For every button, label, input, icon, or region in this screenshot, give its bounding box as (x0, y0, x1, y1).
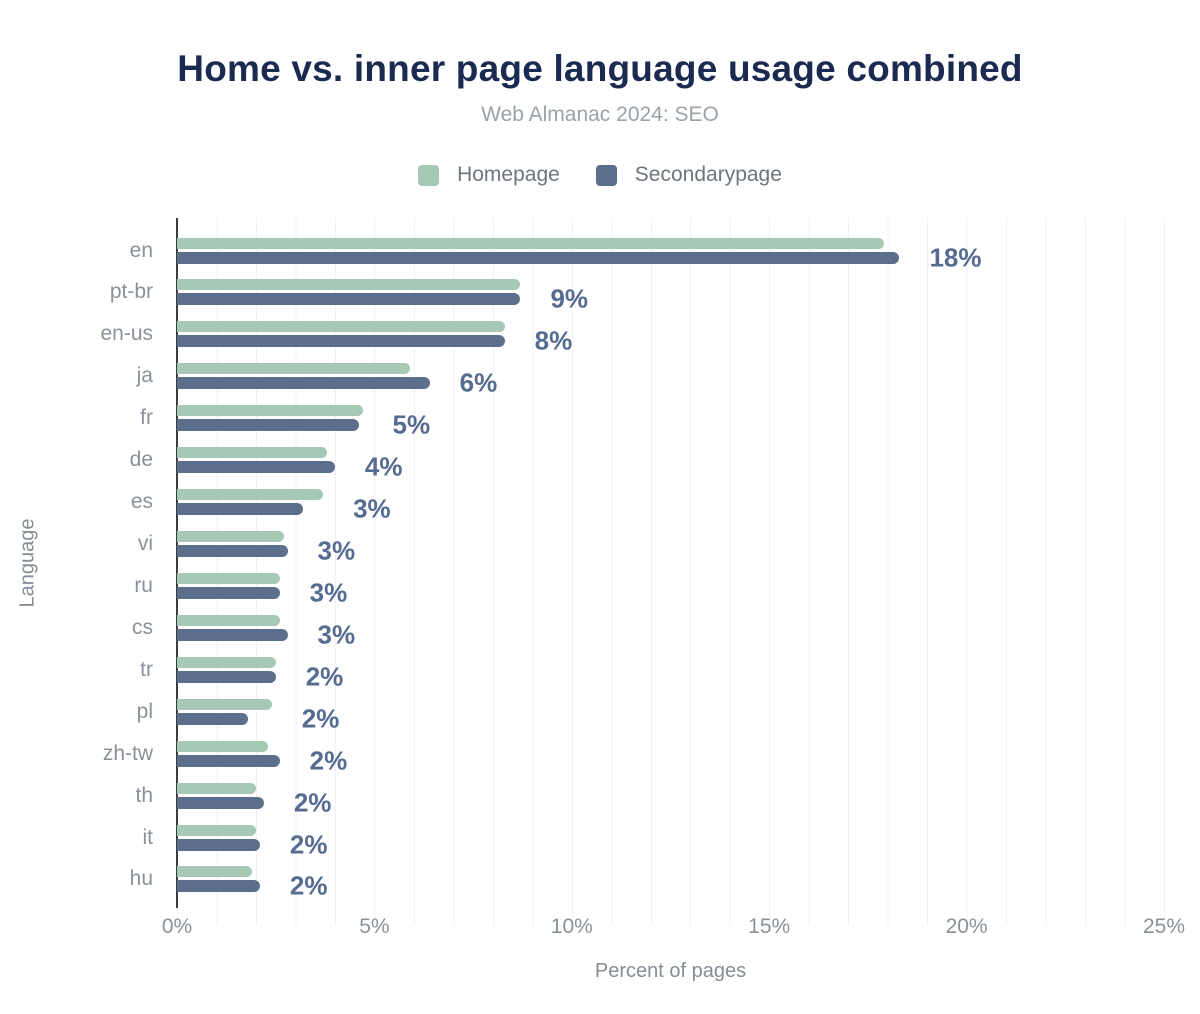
value-label-es: 3% (353, 493, 391, 524)
x-tick-10: 10% (550, 915, 593, 938)
bar-secondarypage-fr[interactable] (177, 419, 359, 432)
bar-homepage-cs[interactable] (177, 614, 280, 626)
value-label-fr: 5% (392, 409, 431, 440)
bar-homepage-es[interactable] (177, 489, 324, 501)
bar-secondarypage-en-us[interactable] (177, 335, 505, 348)
value-label-it: 2% (289, 829, 328, 860)
bar-secondarypage-th[interactable] (177, 796, 264, 809)
bar-homepage-en[interactable] (177, 237, 884, 249)
y-label-en: en (129, 238, 153, 262)
value-label-en: 18% (929, 242, 982, 272)
bar-secondarypage-pt-br[interactable] (177, 293, 521, 306)
y-label-pl: pl (136, 699, 153, 723)
y-label-pt-br: pt-br (109, 280, 153, 304)
value-label-pt-br: 9% (550, 283, 589, 314)
bar-homepage-pl[interactable] (177, 698, 272, 710)
legend-label-secondarypage: Secondarypage (634, 163, 782, 186)
value-label-hu: 2% (289, 870, 328, 901)
value-label-ja: 6% (459, 367, 498, 398)
value-label-cs: 3% (317, 619, 356, 650)
bar-homepage-zh-tw[interactable] (177, 740, 268, 752)
y-axis-labels: en pt-br en-us ja fr de es vi ru cs tr pl zh-tw th it h… (0, 218, 165, 908)
legend-item-homepage[interactable]: Homepage (418, 163, 560, 187)
x-axis-ticks: 0% 5% 10% 15% 20% 25% (0, 915, 1200, 943)
y-label-vi: vi (137, 532, 153, 555)
legend-item-secondarypage[interactable]: Secondarypage (595, 163, 782, 187)
x-tick-25: 25% (1142, 915, 1186, 938)
y-axis-line (176, 218, 178, 908)
y-label-ja: ja (136, 364, 153, 388)
bar-homepage-fr[interactable] (177, 405, 363, 417)
y-label-tr: tr (140, 657, 153, 681)
x-axis-title: Percent of pages (594, 960, 747, 982)
plot-area: 18% 9% 8% 6% 5% 4% 3% 3% 3% 3% 2% 2% 2% 2% 2% 2% (177, 218, 1164, 908)
value-label-zh-tw: 2% (309, 745, 348, 776)
y-label-es: es (130, 490, 153, 514)
bar-secondarypage-zh-tw[interactable] (177, 754, 280, 767)
y-label-hu: hu (129, 867, 153, 891)
bar-homepage-hu[interactable] (177, 866, 252, 878)
x-tick-5: 5% (359, 915, 390, 938)
bar-secondarypage-es[interactable] (177, 503, 304, 516)
bar-homepage-ja[interactable] (177, 363, 410, 375)
y-label-th: th (135, 783, 153, 807)
bar-secondarypage-ru[interactable] (177, 586, 280, 599)
legend: Homepage Secondarypage (0, 163, 1200, 187)
y-label-ru: ru (134, 573, 153, 597)
bar-homepage-de[interactable] (177, 447, 328, 459)
y-label-de: de (129, 448, 153, 472)
bar-homepage-tr[interactable] (177, 656, 276, 668)
y-label-fr: fr (140, 406, 153, 430)
bar-secondarypage-cs[interactable] (177, 628, 288, 641)
bar-secondarypage-ja[interactable] (177, 377, 430, 390)
bar-secondarypage-pl[interactable] (177, 712, 249, 725)
homepage-swatch-icon (418, 164, 440, 186)
value-label-th: 2% (293, 787, 332, 818)
y-label-zh-tw: zh-tw (102, 741, 153, 765)
bar-homepage-ru[interactable] (177, 572, 280, 584)
chart-title: Home vs. inner page language usage combi… (177, 48, 1023, 89)
bar-secondarypage-de[interactable] (177, 461, 335, 474)
bar-secondarypage-hu[interactable] (177, 880, 260, 893)
bar-homepage-vi[interactable] (177, 531, 284, 542)
value-label-en-us: 8% (534, 325, 573, 356)
y-axis-title: Language (16, 518, 39, 608)
bar-secondarypage-tr[interactable] (177, 670, 276, 683)
bar-homepage-pt-br[interactable] (177, 279, 521, 291)
bar-homepage-th[interactable] (177, 782, 256, 794)
value-label-pl: 2% (301, 703, 340, 734)
value-label-vi: 3% (317, 535, 356, 566)
x-tick-15: 15% (748, 915, 791, 938)
y-label-cs: cs (132, 615, 153, 639)
bar-secondarypage-en[interactable] (177, 251, 900, 264)
value-label-tr: 2% (305, 661, 344, 692)
bar-secondarypage-it[interactable] (177, 838, 260, 851)
bar-secondarypage-vi[interactable] (177, 545, 288, 557)
bar-homepage-en-us[interactable] (177, 321, 505, 333)
x-tick-0: 0% (161, 915, 193, 938)
chart-subtitle: Web Almanac 2024: SEO (481, 103, 719, 126)
value-label-de: 4% (364, 451, 403, 482)
bar-homepage-it[interactable] (177, 824, 256, 836)
value-label-ru: 3% (309, 577, 348, 608)
secondarypage-swatch-icon (595, 164, 617, 186)
y-label-it: it (142, 825, 154, 849)
y-label-en-us: en-us (100, 322, 153, 346)
legend-label-homepage: Homepage (457, 163, 560, 186)
x-tick-20: 20% (945, 915, 988, 938)
